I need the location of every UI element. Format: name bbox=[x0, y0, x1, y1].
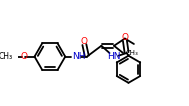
Text: NH: NH bbox=[72, 52, 86, 61]
Text: HN: HN bbox=[107, 52, 121, 61]
Text: CH₃: CH₃ bbox=[126, 50, 139, 56]
Text: O: O bbox=[81, 37, 88, 46]
Text: O: O bbox=[121, 33, 128, 42]
Text: CH₃: CH₃ bbox=[0, 52, 13, 61]
Text: O: O bbox=[20, 52, 27, 61]
